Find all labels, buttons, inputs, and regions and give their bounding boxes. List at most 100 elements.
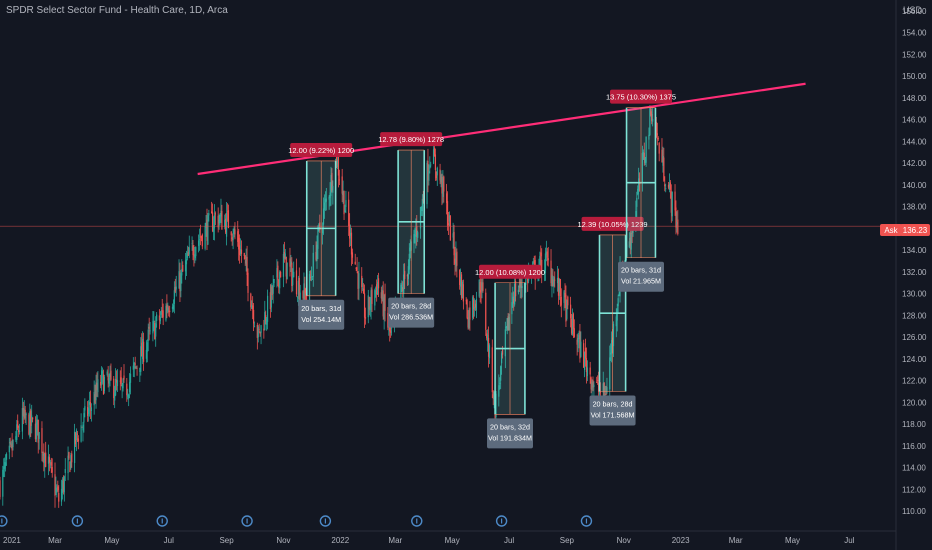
candle-body	[4, 462, 7, 466]
candle-body	[17, 420, 19, 428]
candle-body	[628, 241, 630, 248]
time-tick-label: Jul	[164, 536, 174, 545]
candle-body	[126, 383, 128, 396]
candle-body	[291, 262, 293, 286]
candle-body	[113, 378, 115, 399]
candle-body	[461, 282, 464, 299]
candle-body	[525, 275, 527, 285]
candle-body	[380, 292, 382, 299]
candle-body	[50, 462, 52, 466]
price-tick-label: 110.00	[902, 507, 926, 516]
candle-body	[311, 278, 313, 280]
candle-body	[583, 343, 585, 368]
candle-body	[43, 451, 45, 463]
candle-body	[75, 430, 78, 441]
measure-tool-1[interactable]: 12.00 (9.22%) 1200 20 bars, 31d Vol 254.14…	[288, 142, 354, 330]
candle-body	[134, 363, 136, 365]
candle-body	[200, 236, 202, 238]
candle-body	[641, 153, 643, 183]
time-axis[interactable]: 2021 Mar May Jul Sep Nov 2022 Mar May Jul Sep Nov 20…	[3, 536, 855, 545]
candle-body	[224, 219, 226, 227]
candle-body	[546, 251, 548, 258]
candle-body	[171, 306, 174, 309]
candle-body	[374, 290, 376, 306]
dividend-marker-icon[interactable]	[0, 515, 8, 527]
measure-tool-4[interactable]: 12.39 (10.05%) 1239 20 bars, 28d Vol 171.5…	[578, 216, 648, 426]
candle-body	[186, 252, 189, 258]
candle-body	[146, 342, 148, 352]
candle-body	[455, 252, 457, 267]
trendline-layer[interactable]	[197, 82, 806, 176]
candle-body	[544, 253, 547, 274]
candle-body	[676, 222, 678, 225]
resistance-trendline[interactable]	[197, 82, 806, 176]
event-markers[interactable]	[0, 515, 593, 527]
candle-body	[585, 357, 588, 373]
candle-body	[45, 452, 47, 467]
candle-body	[199, 236, 202, 238]
measure-tool-2[interactable]: 12.78 (9.80%) 1278 20 bars, 28d Vol 286.53…	[378, 132, 444, 328]
measure-tool-3[interactable]: 12.00 (10.08%) 1200 20 bars, 32d Vol 191.8…	[475, 264, 545, 449]
candle-body	[225, 218, 227, 233]
candle-body	[504, 329, 506, 357]
candle-body	[466, 299, 468, 318]
candle-body	[564, 293, 566, 298]
price-tick-label: 126.00	[902, 333, 927, 342]
candle-body	[579, 331, 581, 359]
measure-label-bg	[380, 132, 443, 147]
candle-body	[142, 341, 145, 362]
measure-label: 12.39 (10.05%) 1239	[578, 220, 648, 229]
candle-body	[115, 379, 118, 383]
candle-body	[178, 271, 180, 289]
candle-body	[667, 184, 670, 188]
candle-body	[577, 338, 579, 343]
price-tick-label: 112.00	[902, 485, 926, 494]
candle-body	[420, 206, 423, 211]
candle-body	[11, 444, 13, 451]
measure-tool-5[interactable]: 13.75 (10.30%) 1375 20 bars, 31d Vol 21.96…	[606, 89, 676, 292]
candle-body	[367, 295, 369, 318]
candle-body	[55, 487, 57, 493]
candle-body	[377, 281, 379, 295]
candle-body	[149, 330, 151, 332]
candle-body	[156, 314, 158, 321]
candle-body	[602, 383, 604, 393]
candle-body	[552, 279, 554, 287]
candle-body	[651, 113, 653, 122]
candle-body	[304, 287, 306, 294]
candle-body	[616, 308, 618, 321]
candle-body	[240, 249, 243, 254]
candle-body	[16, 424, 18, 441]
candle-body	[417, 232, 419, 238]
candle-body	[94, 394, 96, 403]
candle-body	[2, 469, 4, 497]
candle-body	[570, 318, 573, 334]
candle-body	[81, 426, 83, 428]
candle-body	[181, 268, 183, 276]
candle-body	[161, 310, 163, 312]
candle-body	[67, 455, 69, 474]
candle-body	[370, 290, 372, 310]
measure-label: 12.00 (10.08%) 1200	[475, 268, 545, 277]
candle-body	[557, 277, 560, 296]
candle-body	[217, 215, 219, 228]
candle-body	[363, 293, 366, 318]
candle-body	[409, 247, 411, 252]
candle-body	[54, 474, 56, 496]
candle-body	[618, 293, 620, 296]
candle-body	[87, 407, 89, 416]
candle-body	[188, 247, 190, 255]
candle-body	[337, 156, 340, 176]
candle-body	[30, 410, 32, 426]
candle-body	[298, 277, 300, 299]
measure-tools-layer[interactable]: 12.00 (9.22%) 1200 20 bars, 31d Vol 254.14…	[288, 89, 676, 449]
candle-body	[545, 251, 547, 255]
time-tick-label: Jul	[844, 536, 854, 545]
candle-body	[239, 249, 242, 254]
candle-body	[141, 342, 143, 357]
candle-body	[153, 320, 155, 322]
candle-body	[329, 192, 331, 198]
price-tick-label: 146.00	[902, 116, 927, 125]
